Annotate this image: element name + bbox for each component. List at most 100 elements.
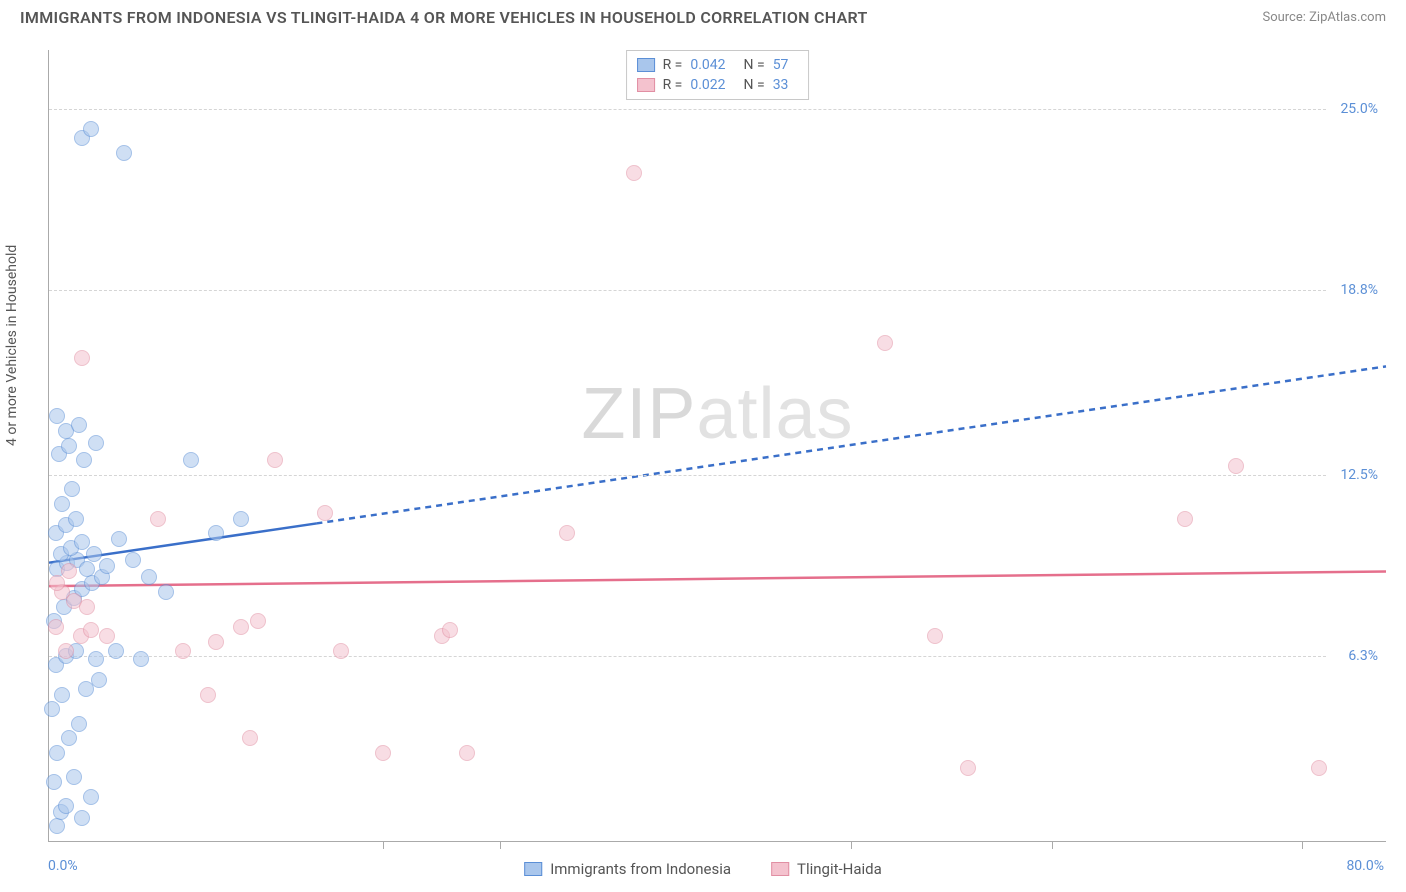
scatter-point [183,452,199,468]
scatter-point [71,716,87,732]
scatter-point [133,651,149,667]
scatter-point [208,634,224,650]
r-label-a: R = [663,57,683,73]
scatter-point [158,584,174,600]
x-tick [1302,841,1303,849]
scatter-point [233,619,249,635]
scatter-point [54,496,70,512]
legend-row-series-a: R = 0.042 N = 57 [637,55,799,75]
n-label-a: N = [744,57,765,73]
scatter-point [175,643,191,659]
scatter-point [1177,511,1193,527]
scatter-point [108,643,124,659]
scatter-point [46,774,62,790]
y-tick-label: 25.0% [1340,101,1378,117]
scatter-point [233,511,249,527]
scatter-point [83,121,99,137]
scatter-point [74,810,90,826]
swatch-series-b-bottom [771,862,789,876]
scatter-point [99,628,115,644]
scatter-point [44,701,60,717]
scatter-point [442,622,458,638]
scatter-point [79,561,95,577]
n-value-b: 33 [773,77,789,93]
scatter-point [68,511,84,527]
gridline [49,290,1326,291]
swatch-series-b [637,78,655,92]
scatter-point [49,408,65,424]
scatter-point [91,672,107,688]
scatter-point [74,350,90,366]
scatter-point [459,745,475,761]
scatter-point [88,435,104,451]
legend-label-series-b: Tlingit-Haida [797,860,882,878]
scatter-point [71,417,87,433]
r-label-b: R = [663,77,683,93]
scatter-point [49,818,65,834]
swatch-series-a-bottom [524,862,542,876]
x-axis-max-label: 80.0% [1346,858,1384,874]
scatter-point [267,452,283,468]
r-value-a: 0.042 [690,57,725,73]
scatter-point [626,165,642,181]
y-tick-label: 18.8% [1340,282,1378,298]
scatter-point [64,481,80,497]
scatter-point [150,511,166,527]
scatter-point [66,769,82,785]
scatter-point [242,730,258,746]
legend-bottom: Immigrants from Indonesia Tlingit-Haida [524,860,882,878]
scatter-point [83,789,99,805]
scatter-point [86,546,102,562]
scatter-point [333,643,349,659]
x-axis-min-label: 0.0% [48,858,78,874]
scatter-point [141,569,157,585]
scatter-point [49,745,65,761]
gridline [49,109,1326,110]
x-tick [851,841,852,849]
scatter-point [88,651,104,667]
y-axis-label: 4 or more Vehicles in Household [4,245,20,446]
scatter-point [250,613,266,629]
scatter-point [200,687,216,703]
x-tick [383,841,384,849]
legend-item-series-a: Immigrants from Indonesia [524,860,731,878]
n-label-b: N = [744,77,765,93]
scatter-point [61,730,77,746]
scatter-point [960,760,976,776]
scatter-point [61,438,77,454]
swatch-series-a [637,58,655,72]
scatter-point [54,687,70,703]
chart-plot-area: ZIPatlas R = 0.042 N = 57 R = 0.022 N = … [48,50,1386,842]
r-value-b: 0.022 [690,77,725,93]
scatter-point [83,622,99,638]
x-tick [1052,841,1053,849]
trendlines-svg [49,50,1386,841]
scatter-point [111,531,127,547]
scatter-point [317,505,333,521]
scatter-point [61,563,77,579]
scatter-point [375,745,391,761]
scatter-point [58,643,74,659]
chart-source: Source: ZipAtlas.com [1262,10,1386,25]
legend-label-series-a: Immigrants from Indonesia [550,860,731,878]
scatter-point [79,599,95,615]
scatter-point [99,558,115,574]
legend-row-series-b: R = 0.022 N = 33 [637,75,799,95]
scatter-point [1311,760,1327,776]
scatter-point [48,619,64,635]
x-tick [500,841,501,849]
scatter-point [1228,458,1244,474]
scatter-point [927,628,943,644]
scatter-point [125,552,141,568]
scatter-point [208,525,224,541]
trend-line [316,366,1386,523]
chart-header: IMMIGRANTS FROM INDONESIA VS TLINGIT-HAI… [0,0,1406,31]
legend-item-series-b: Tlingit-Haida [771,860,882,878]
chart-title: IMMIGRANTS FROM INDONESIA VS TLINGIT-HAI… [20,8,868,27]
legend-correlation-box: R = 0.042 N = 57 R = 0.022 N = 33 [626,50,810,100]
scatter-point [58,798,74,814]
scatter-point [877,335,893,351]
y-tick-label: 12.5% [1340,467,1378,483]
scatter-point [76,452,92,468]
gridline [49,475,1326,476]
